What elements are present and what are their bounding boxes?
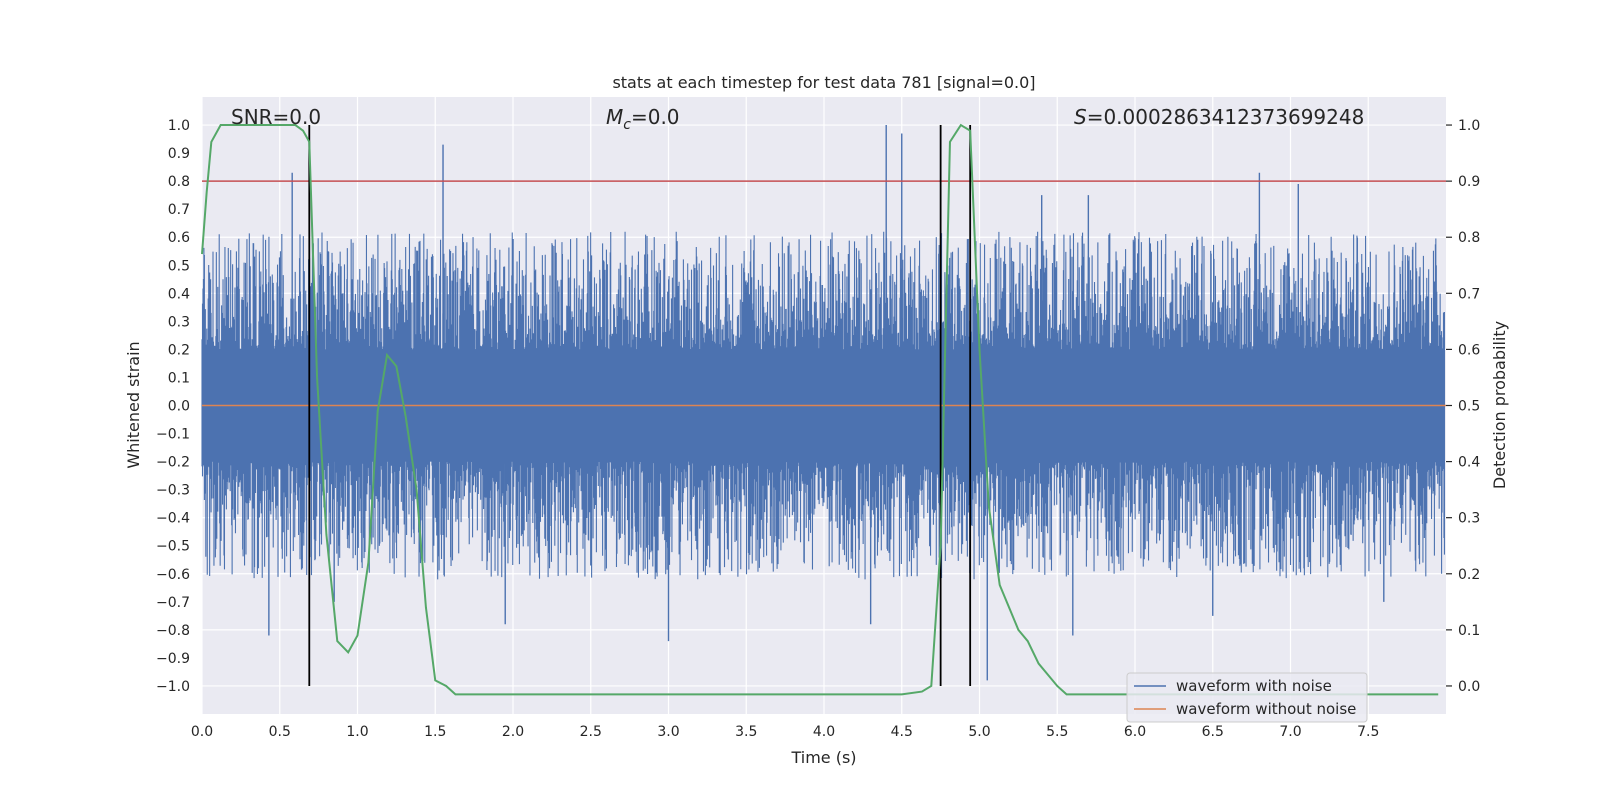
y-tick-label: 0.6	[168, 230, 190, 246]
y2-tick-label: 0.6	[1458, 342, 1480, 358]
snr-annotation: SNR=0.0	[231, 105, 321, 129]
legend: waveform with noise waveform without noi…	[1126, 672, 1368, 723]
y-tick-label: −0.3	[156, 483, 190, 499]
y-axis-label: Whitened strain	[124, 341, 143, 468]
x-tick-label: 5.5	[1046, 724, 1068, 740]
x-tick-label: 6.5	[1202, 724, 1224, 740]
y-tick-label: −0.9	[156, 651, 190, 667]
y-tick-label: 0.9	[168, 146, 190, 162]
vertical-markers	[308, 125, 972, 686]
s-annotation: S=0.0002863412373699248	[1074, 105, 1364, 129]
x-tick-label: 7.0	[1279, 724, 1301, 740]
probability-trace	[201, 123, 1439, 696]
y-tick-label: 0.8	[168, 174, 190, 190]
y2-tick-label: 0.8	[1458, 230, 1480, 246]
y2-tick-label: 0.9	[1458, 174, 1480, 190]
y-tick-label: 0.3	[168, 314, 190, 330]
y2-tick-label: 1.0	[1458, 118, 1480, 134]
y-tick-label: 0.0	[168, 399, 190, 415]
y2-axis-label: Detection probability	[1490, 321, 1509, 489]
y2-tick-label: 0.0	[1458, 679, 1480, 695]
x-axis-label: Time (s)	[790, 748, 856, 767]
y2-axis-ticks: 0.0 0.1 0.2 0.3 0.4 0.5 0.6 0.7 0.8 0.9 1.0	[1446, 118, 1480, 695]
x-tick-label: 0.0	[191, 724, 213, 740]
y-tick-label: 0.4	[168, 286, 190, 302]
legend-box	[1126, 672, 1368, 723]
series-detection-probability	[201, 123, 1439, 696]
x-tick-label: 3.5	[735, 724, 757, 740]
y2-tick-label: 0.5	[1458, 399, 1480, 415]
x-tick-label: 2.0	[502, 724, 524, 740]
y-tick-label: −0.1	[156, 427, 190, 443]
x-tick-label: 4.5	[891, 724, 913, 740]
legend-label-with-noise: waveform with noise	[1176, 677, 1332, 695]
y-tick-label: −0.8	[156, 623, 190, 639]
y2-tick-label: 0.1	[1458, 623, 1480, 639]
x-tick-label: 5.0	[968, 724, 990, 740]
y-tick-label: 0.7	[168, 202, 190, 218]
x-tick-label: 4.0	[813, 724, 835, 740]
y-tick-label: 0.2	[168, 342, 190, 358]
noise-trace	[201, 231, 1445, 580]
legend-label-without-noise: waveform without noise	[1176, 700, 1356, 718]
x-tick-label: 3.0	[657, 724, 679, 740]
y-tick-label: −0.7	[156, 595, 190, 611]
y-tick-label: −1.0	[156, 679, 190, 695]
y-tick-label: −0.5	[156, 539, 190, 555]
y-tick-label: −0.6	[156, 567, 190, 583]
y2-tick-label: 0.2	[1458, 567, 1480, 583]
y-tick-label: −0.2	[156, 455, 190, 471]
y-tick-label: 0.5	[168, 258, 190, 274]
y2-tick-label: 0.7	[1458, 286, 1480, 302]
x-tick-label: 2.5	[580, 724, 602, 740]
mc-annotation: Mc=0.0	[606, 105, 680, 133]
y-tick-label: 1.0	[168, 118, 190, 134]
y-axis-ticks: −1.0 −0.9 −0.8 −0.7 −0.6 −0.5 −0.4 −0.3 −0.2 −0.1…	[156, 118, 190, 695]
chart-title: stats at each timestep for test data 781…	[612, 73, 1035, 92]
x-tick-label: 1.5	[424, 724, 446, 740]
y-tick-label: −0.4	[156, 511, 190, 527]
x-tick-label: 7.5	[1357, 724, 1379, 740]
x-axis-ticks: 0.0 0.5 1.0 1.5 2.0 2.5 3.0 3.5 4.0 4.5 5.0 5.5 6.0 6…	[191, 724, 1380, 740]
y-tick-label: 0.1	[168, 370, 190, 386]
y2-tick-label: 0.3	[1458, 511, 1480, 527]
y2-tick-label: 0.4	[1458, 455, 1480, 471]
x-tick-label: 1.0	[346, 724, 368, 740]
x-tick-label: 6.0	[1124, 724, 1146, 740]
x-tick-label: 0.5	[269, 724, 291, 740]
